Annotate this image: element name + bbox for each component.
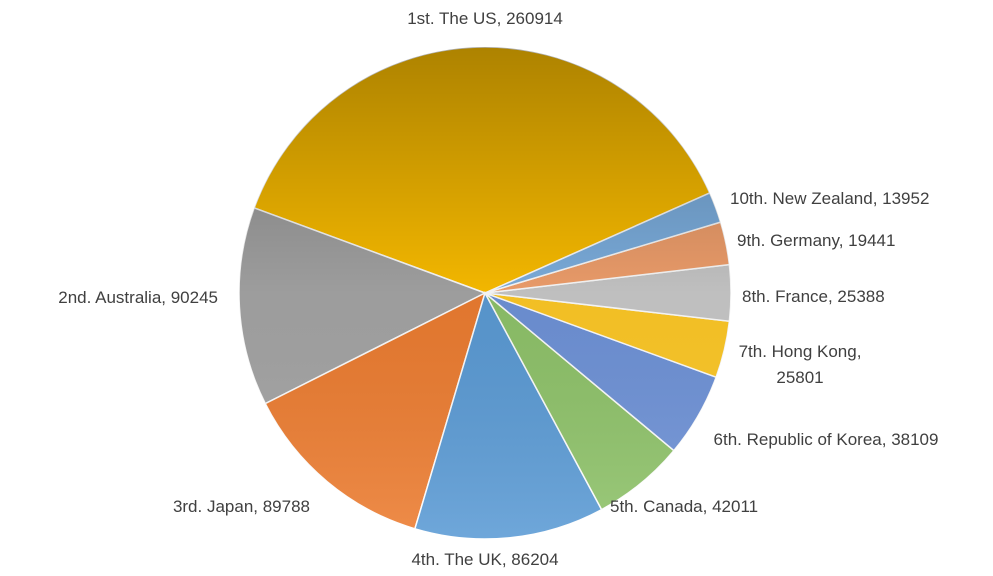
data-label: 7th. Hong Kong, 25801	[738, 342, 862, 387]
data-label: 2nd. Australia, 90245	[58, 288, 218, 307]
data-label: 3rd. Japan, 89788	[172, 497, 310, 516]
data-label: 10th. New Zealand, 13952	[730, 189, 930, 208]
data-label: 6th. Republic of Korea, 38109	[713, 430, 939, 449]
data-label: 5th. Canada, 42011	[610, 497, 759, 516]
data-label: 1st. The US, 260914	[407, 9, 563, 28]
data-label: 8th. France, 25388	[742, 287, 885, 306]
data-label: 4th. The UK, 86204	[411, 550, 559, 569]
data-label: 9th. Germany, 19441	[737, 231, 896, 250]
